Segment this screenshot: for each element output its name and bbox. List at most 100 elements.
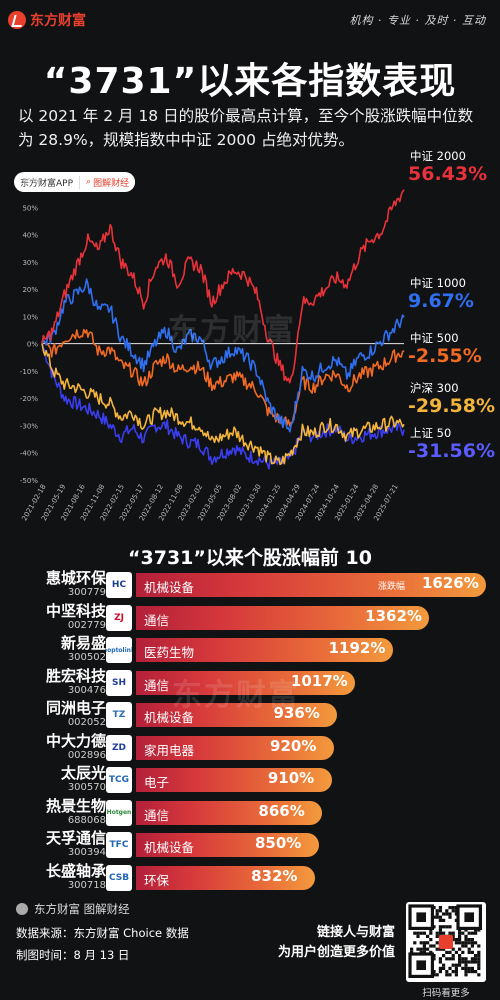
- search-icon: ⌕: [86, 177, 92, 187]
- index-line-chart: -50% -40% -30% -20% -10% 0% 10% 20% 30% 40% 50% 60%…: [20, 177, 405, 522]
- y-tick-label: 40%: [22, 232, 38, 240]
- y-tick-label: 30%: [22, 259, 38, 267]
- sector-label: 医药生物: [144, 645, 195, 660]
- series-name-label: 中证 500: [410, 331, 459, 345]
- stock-code: 300476: [67, 684, 106, 696]
- company-logo-icon: CSB: [106, 864, 132, 891]
- page-subtitle: 以 2021 年 2 月 18 日的股价最高点计算，至今个股涨跌幅中位数为 28…: [18, 107, 474, 149]
- stock-code: 300779: [67, 587, 106, 598]
- footer-brand-text: 东方财富 图解财经: [34, 902, 130, 916]
- y-tick-label: 10%: [22, 313, 38, 321]
- sector-label: 通信: [144, 677, 170, 693]
- qr-caption: 扫码看更多: [422, 988, 470, 999]
- series-final-value: -29.58%: [408, 395, 496, 417]
- stock-info: 新易盛 300502: [14, 635, 106, 664]
- sector-label: 环保: [144, 872, 170, 888]
- sector-label: 家用电器: [144, 742, 195, 758]
- brand-logo: 东方财富: [8, 10, 86, 30]
- gain-bar: [136, 768, 332, 792]
- ranking-row: 胜宏科技 300476 SH 通信 1017%: [10, 667, 490, 698]
- stock-info: 长盛轴承 300718: [14, 862, 106, 892]
- stock-name: 中坚科技: [45, 601, 106, 620]
- stock-info: 惠城环保 300779: [14, 570, 106, 599]
- ranking-title: “3731”以来个股涨幅前 10: [128, 547, 372, 569]
- y-tick-label: -50%: [20, 477, 38, 485]
- qr-code-icon[interactable]: [406, 902, 486, 982]
- gain-bar: [136, 670, 355, 695]
- series-name-label: 沪深 300: [410, 381, 459, 395]
- ranking-row: 中大力德 002896 ZD 家用电器 920%: [10, 731, 490, 763]
- stock-code: 002779: [67, 619, 106, 631]
- gain-value: 866%: [258, 801, 305, 820]
- company-logo-icon: TCG: [106, 767, 132, 793]
- gain-bar: [136, 638, 393, 662]
- ranking-row: 天孚通信 300394 TFC 机械设备 850%: [10, 830, 490, 860]
- top-bar: 东方财富 机构 · 专业 · 及时 · 互动: [0, 0, 500, 44]
- gain-tag: 涨跌幅: [378, 582, 406, 592]
- sector-label: 通信: [144, 807, 170, 823]
- sector-label: 机械设备: [144, 710, 195, 725]
- company-logo-icon: TZ: [106, 702, 132, 728]
- series-name-label: 中证 2000: [410, 149, 466, 163]
- series-line: [41, 278, 405, 433]
- company-logo-icon: ZD: [106, 734, 132, 761]
- gain-value: 1017%: [290, 671, 348, 690]
- y-tick-label: 20%: [22, 286, 38, 294]
- ranking-row: 太辰光 300570 TCG 电子 910%: [10, 765, 490, 795]
- footer-slogan-1: 链接人与财富: [316, 925, 395, 940]
- stock-code: 300394: [67, 847, 106, 858]
- gain-bar: [136, 833, 319, 857]
- stock-info: 同洲电子 002052: [14, 700, 106, 729]
- sector-label: 机械设备: [144, 580, 195, 595]
- stock-name: 热景生物: [45, 796, 106, 815]
- y-tick-label: -10%: [20, 368, 38, 376]
- gain-value: 920%: [270, 736, 317, 755]
- stock-name: 中大力德: [45, 731, 106, 750]
- y-tick-label: -30%: [20, 422, 38, 430]
- ranking-row: 热景生物 688068 Hotgen 通信 866%: [10, 796, 490, 828]
- series-line: [41, 189, 405, 384]
- series-line: [41, 328, 405, 428]
- stock-name: 天孚通信: [45, 829, 106, 847]
- sector-label: 电子: [144, 775, 170, 790]
- footer-brand: 东方财富 图解财经: [16, 901, 130, 917]
- stock-code: 300718: [67, 879, 106, 891]
- gain-bar: [136, 703, 338, 727]
- gain-value: 910%: [267, 769, 315, 787]
- brand-name: 东方财富: [30, 13, 86, 29]
- stock-name: 太辰光: [60, 764, 106, 782]
- sector-label: 通信: [144, 612, 170, 628]
- stock-code: 300502: [67, 652, 106, 663]
- stock-name: 新易盛: [60, 634, 106, 652]
- stock-info: 中大力德 002896: [14, 731, 106, 762]
- data-source: 数据来源：东方财富 Choice 数据: [16, 926, 189, 940]
- series-name-label: 上证 50: [410, 426, 452, 440]
- gain-bar: [136, 800, 323, 825]
- ranking-row: 同洲电子 002052 TZ 机械设备 936%: [10, 700, 490, 730]
- brand-slogan: 机构 · 专业 · 及时 · 互动: [349, 14, 486, 27]
- stock-info: 胜宏科技 300476: [14, 667, 106, 697]
- company-logo-icon: TFC: [106, 832, 132, 858]
- stock-code: 002052: [67, 717, 106, 728]
- ranking-row: 惠城环保 300779 HC 机械设备 1626% 涨跌幅: [10, 570, 490, 600]
- footer: 东方财富 图解财经 数据来源：东方财富 Choice 数据 制图时间：8 月 1…: [0, 895, 500, 1000]
- watermark-ranking: 东方财富: [172, 678, 300, 713]
- y-tick-label: 60%: [22, 177, 38, 185]
- gain-value: 1192%: [328, 639, 386, 657]
- stock-info: 太辰光 300570: [14, 765, 106, 794]
- ranking-row: 新易盛300502eoptolink 医药生物 1192%: [10, 635, 490, 665]
- gain-value: 1626%: [422, 574, 479, 592]
- company-logo-icon: Hotgen: [106, 799, 132, 826]
- stock-name: 同洲电子: [45, 699, 106, 717]
- sector-label: 机械设备: [144, 840, 195, 855]
- y-tick-label: 50%: [22, 204, 38, 212]
- index-chart: -50% -40% -30% -20% -10% 0% 10% 20% 30% 40% 50% 60%…: [0, 160, 500, 540]
- stock-code: 300570: [67, 782, 106, 793]
- stock-info: 中坚科技 002779: [14, 601, 106, 632]
- company-logo-icon: eoptolink: [106, 637, 132, 663]
- app-badge-tag-label: 图解财经: [93, 178, 130, 189]
- ranking-row: 中坚科技 002779 ZJ 通信 1362%: [10, 601, 490, 633]
- footer-logo-icon: [16, 903, 28, 915]
- gain-bar: [136, 865, 316, 890]
- series-final-value: -2.55%: [408, 345, 482, 367]
